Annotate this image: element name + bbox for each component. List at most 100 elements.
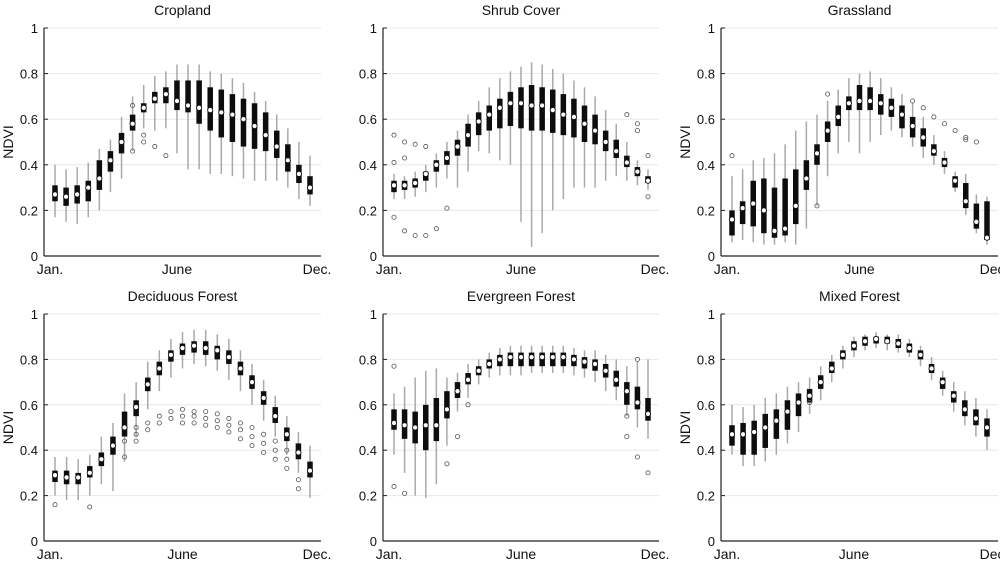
box-16 bbox=[888, 87, 895, 131]
box-median-marker bbox=[507, 100, 514, 107]
box-median-marker bbox=[273, 143, 280, 150]
box-median-marker bbox=[861, 338, 869, 345]
y-tick-label: 0.4 bbox=[697, 443, 715, 458]
box-outlier bbox=[295, 477, 301, 483]
box-median-marker bbox=[941, 159, 948, 166]
box-outlier bbox=[52, 502, 58, 508]
y-tick-label: 0.2 bbox=[359, 489, 377, 504]
box-15 bbox=[539, 64, 546, 234]
box-iqr bbox=[518, 87, 524, 129]
box-outlier bbox=[465, 402, 471, 408]
box-median-marker bbox=[581, 120, 588, 127]
box-6 bbox=[782, 144, 789, 243]
box-median-marker bbox=[475, 367, 482, 374]
box-median-marker bbox=[179, 344, 186, 352]
box-median-marker bbox=[260, 394, 267, 402]
x-tick-label: Dec. bbox=[303, 546, 332, 562]
box-median-marker bbox=[63, 474, 70, 481]
box-13 bbox=[191, 329, 198, 426]
box-20 bbox=[939, 370, 946, 396]
box-18 bbox=[570, 348, 577, 376]
box-median-marker bbox=[133, 404, 140, 411]
box-24 bbox=[973, 139, 980, 234]
box-median-marker bbox=[644, 410, 652, 417]
y-tick-label: 0.6 bbox=[697, 398, 715, 413]
chart-title: Mixed Forest bbox=[819, 288, 900, 304]
box-outlier bbox=[226, 415, 232, 421]
box-15 bbox=[207, 71, 214, 174]
box-11 bbox=[496, 348, 503, 376]
box-median-marker bbox=[792, 202, 799, 209]
box-16 bbox=[218, 73, 225, 174]
box-9 bbox=[144, 361, 151, 433]
box-12 bbox=[845, 78, 852, 142]
box-15 bbox=[539, 345, 546, 374]
box-median-marker bbox=[973, 218, 980, 225]
box-iqr bbox=[174, 80, 180, 111]
box-outlier bbox=[179, 406, 185, 412]
y-tick-label: 0.2 bbox=[697, 489, 715, 504]
box-outlier bbox=[130, 148, 136, 154]
y-axis-label: NDVI bbox=[0, 411, 16, 444]
box-1 bbox=[728, 404, 736, 455]
box-3 bbox=[412, 141, 419, 238]
box-outlier bbox=[645, 153, 651, 159]
chart-title: Shrub Cover bbox=[482, 2, 561, 18]
box-median-marker bbox=[283, 431, 290, 438]
box-outlier bbox=[952, 128, 958, 134]
box-outlier bbox=[634, 121, 640, 127]
y-tick-label: 0 bbox=[708, 534, 715, 549]
box-18 bbox=[570, 80, 577, 188]
x-tick-label: Dec. bbox=[980, 546, 1000, 562]
y-tick-label: 0 bbox=[31, 249, 38, 264]
box-median-marker bbox=[454, 143, 461, 150]
box-iqr bbox=[761, 178, 767, 234]
box-outlier bbox=[454, 434, 460, 440]
box-20 bbox=[272, 395, 279, 462]
box-median-marker bbox=[592, 360, 599, 367]
box-median-marker bbox=[983, 234, 991, 241]
box-14 bbox=[528, 62, 535, 247]
box-21 bbox=[602, 110, 609, 181]
box-iqr bbox=[229, 94, 236, 142]
chart-panel-1: Cropland 0 0.2 0.4 0.6 0.8 1 NDVI Jan. June Dec. bbox=[0, 2, 331, 277]
box-12 bbox=[173, 64, 181, 154]
box-median-marker bbox=[906, 344, 913, 352]
box-14 bbox=[867, 71, 874, 142]
box-median-marker bbox=[465, 132, 472, 139]
box-outlier bbox=[191, 413, 197, 419]
x-tick-label: June bbox=[839, 546, 870, 562]
box-median-marker bbox=[895, 340, 902, 347]
box-21 bbox=[273, 114, 280, 181]
box-17 bbox=[237, 350, 244, 442]
chart-title: Cropland bbox=[154, 2, 211, 18]
box-outlier bbox=[272, 438, 278, 444]
box-12 bbox=[507, 345, 514, 376]
box-median-marker bbox=[581, 358, 588, 365]
box-median-marker bbox=[961, 406, 968, 413]
box-iqr bbox=[740, 422, 746, 455]
box-iqr bbox=[793, 169, 799, 225]
box-outlier bbox=[163, 153, 169, 159]
y-tick-label: 0.8 bbox=[697, 67, 715, 82]
box-median-marker bbox=[528, 102, 535, 109]
box-iqr bbox=[497, 98, 503, 129]
box-1 bbox=[390, 132, 398, 220]
box-median-marker bbox=[560, 354, 567, 361]
y-axis-label: NDVI bbox=[677, 411, 693, 444]
box-20 bbox=[930, 114, 937, 165]
y-tick-label: 0 bbox=[31, 534, 38, 549]
box-1 bbox=[51, 457, 59, 508]
box-median-marker bbox=[560, 111, 567, 118]
box-median-marker bbox=[888, 104, 895, 111]
y-tick-label: 0.6 bbox=[697, 112, 715, 127]
box-outlier bbox=[295, 486, 301, 492]
x-tick-label: Dec. bbox=[980, 261, 1000, 277]
box-median-marker bbox=[218, 109, 225, 116]
box-8 bbox=[803, 121, 810, 229]
box-6 bbox=[443, 142, 450, 211]
box-median-marker bbox=[740, 431, 747, 438]
box-median-marker bbox=[433, 161, 440, 168]
box-median-marker bbox=[496, 356, 503, 363]
box-outlier bbox=[191, 420, 197, 426]
